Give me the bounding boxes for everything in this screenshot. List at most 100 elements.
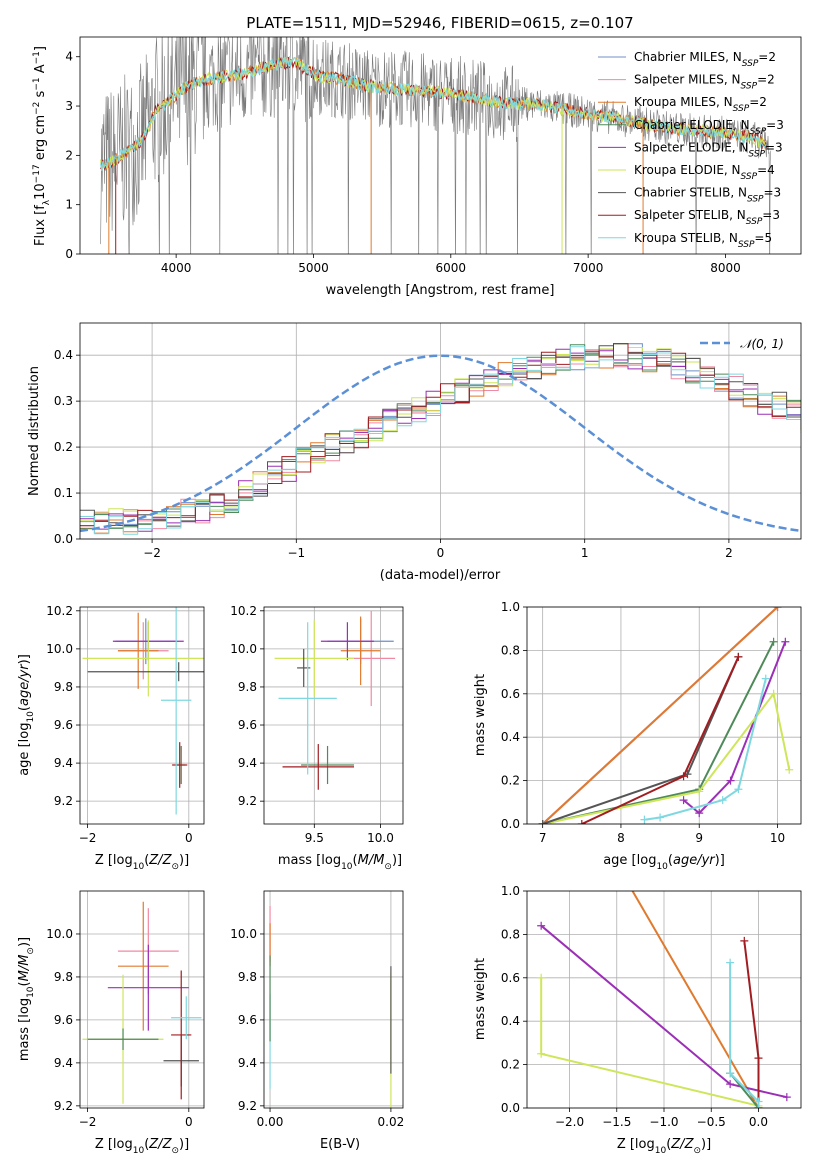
- legend-label-3: Chabrier ELODIE, NSSP=3: [634, 118, 784, 137]
- mass-vs-Z-xlabel: Z [log10(Z/Z⊙)]: [95, 1137, 189, 1156]
- weight_vs_Z-marker-1-2: [782, 1093, 791, 1102]
- mass_vs_Z-frame: [79, 890, 205, 1109]
- spectrum-xlabel: wavelength [Angstrom, rest frame]: [326, 283, 555, 298]
- mass_vs_Z-plot-area: [82, 901, 202, 1104]
- histogram-8: [80, 346, 801, 535]
- weight-vs-Z-ylabel: mass weight: [473, 958, 488, 1040]
- histogram-7: [80, 343, 801, 527]
- spectrum-axes: 4000 5000 6000 7000 8000 0 1 2 3 4 wavelength [Ang…: [32, 36, 802, 298]
- weight_vs_age-ytick-label-4: 0.8: [501, 643, 520, 657]
- spectrum-ytick-label-4: 4: [65, 50, 73, 64]
- spectrum-ytick-label-0: 0: [65, 247, 73, 261]
- histogram-4: [80, 348, 801, 532]
- mass_vs_ebv-axes: 0.00 0.02 9.2 9.4 9.6 9.8 10.0 E(B-V): [230, 890, 405, 1152]
- residuals-xlabel: (data-model)/error: [380, 568, 501, 583]
- normal-legend-label: 𝒩(0, 1): [740, 337, 784, 351]
- age_vs_mass-plot-area: [274, 610, 396, 790]
- residuals-axes: −2 −1 0 1 2 0.0 0.1 0.2 0.3 0.4 (data-model)/error…: [27, 322, 802, 583]
- age_vs_mass-ytick-label-5: 10.2: [230, 604, 257, 618]
- spectrum-xtick-label-2: 6000: [436, 261, 467, 275]
- weight_vs_Z-series-5: [729, 962, 760, 1108]
- mass_vs_ebv-xtick-label-1: 0.02: [378, 1115, 405, 1129]
- weight_vs_Z-series-0: [631, 891, 760, 1108]
- weight_vs_Z-marker-0-0: [622, 876, 630, 884]
- spectrum-plot-area: [100, 37, 772, 254]
- legend-label-4: Salpeter ELODIE, NSSP=3: [634, 140, 783, 159]
- weight-vs-Z-xlabel: Z [log10(Z/Z⊙)]: [617, 1137, 711, 1156]
- residuals-xtick-label-4: 2: [725, 546, 733, 560]
- weight_vs_Z-marker-2-0: [537, 973, 546, 982]
- weight_vs_Z-ytick-label-5: 1.0: [501, 884, 520, 898]
- weight_vs_age-xtick-label-1: 8: [617, 831, 625, 845]
- weight_vs_Z-xtick-label-0: −2.0: [555, 1115, 584, 1129]
- weight_vs_age-marker-4-0: [679, 796, 688, 805]
- legend-label-1: Salpeter MILES, NSSP=2: [634, 73, 775, 92]
- spectrum-ytick-label-2: 2: [65, 148, 73, 162]
- weight_vs_Z-xtick-label-4: 0.0: [749, 1115, 768, 1129]
- age_vs_mass-xtick-label-1: 10.0: [367, 831, 394, 845]
- model-line-0: [100, 56, 767, 170]
- weight_vs_age-marker-8-2: [718, 796, 727, 805]
- residuals-xtick-label-2: 0: [437, 546, 445, 560]
- spectrum-ytick-label-3: 3: [65, 99, 73, 113]
- mass_vs_ebv-ytick-label-0: 9.2: [238, 1099, 257, 1113]
- weight_vs_Z-xtick-label-2: −1.0: [649, 1115, 678, 1129]
- mass_vs_Z-xtick-label-1: 0: [185, 1115, 193, 1129]
- weight_vs_age-xtick-label-2: 9: [695, 831, 703, 845]
- mass_vs_ebv-ytick-label-1: 9.4: [238, 1056, 257, 1070]
- weight_vs_age-ytick-label-0: 0.0: [501, 817, 520, 831]
- spectrum-xtick-label-1: 5000: [298, 261, 329, 275]
- legend-label-8: Kroupa STELIB, NSSP=5: [634, 231, 772, 250]
- age_vs_Z-ytick-label-4: 10.0: [46, 642, 73, 656]
- weight_vs_Z-marker-4-1: [754, 1054, 763, 1063]
- spectrum-xtick-label-4: 8000: [710, 261, 741, 275]
- age_vs_mass-xtick-label-0: 9.5: [305, 831, 324, 845]
- weight_vs_Z-frame: [526, 890, 802, 1109]
- weight_vs_age-marker-4-2: [726, 776, 735, 785]
- age_vs_Z-plot-area: [82, 607, 204, 815]
- age_vs_mass-ytick-label-4: 10.0: [230, 642, 257, 656]
- age_vs_Z-ytick-label-0: 9.2: [54, 794, 73, 808]
- weight_vs_Z-marker-1-1: [726, 1080, 735, 1089]
- weight_vs_Z-ytick-label-2: 0.4: [501, 1014, 520, 1028]
- age_vs_Z-ytick-label-1: 9.4: [54, 756, 73, 770]
- residuals-plot-area: [80, 343, 801, 535]
- weight_vs_age-series-2: [542, 607, 779, 824]
- weight_vs_Z-ytick-label-4: 0.8: [501, 927, 520, 941]
- weight_vs_age-marker-4-3: [781, 637, 790, 646]
- weight_vs_age-axes: 7 8 9 10 0.0 0.2 0.4 0.6 0.8 1.0 age [log10(age/yr…: [473, 600, 802, 872]
- weight_vs_age-marker-3-2: [769, 637, 778, 646]
- weight_vs_Z-marker-5-3: [754, 1104, 763, 1108]
- figure-title: PLATE=1511, MJD=52946, FIBERID=0615, z=0…: [246, 14, 633, 32]
- weight_vs_age-series-3: [542, 641, 775, 824]
- weight_vs_age-marker-7-1: [679, 772, 688, 781]
- weight_vs_Z-marker-5-0: [726, 958, 735, 967]
- weight_vs_Z-xtick-label-3: −0.5: [697, 1115, 726, 1129]
- mass_vs_Z-axes: −2 0 9.2 9.4 9.6 9.8 10.0 Z [log10(Z/Z⊙)] mass […: [17, 890, 205, 1156]
- weight-vs-age-ylabel: mass weight: [473, 674, 488, 756]
- age_vs_mass-frame: [263, 606, 404, 825]
- age_vs_Z-ytick-label-3: 9.8: [54, 680, 73, 694]
- legend-label-5: Kroupa ELODIE, NSSP=4: [634, 163, 775, 182]
- weight_vs_age-series-6: [542, 656, 740, 824]
- age-vs-mass-xlabel: mass [log10(M/M⊙)]: [278, 853, 402, 872]
- weight_vs_age-ytick-label-3: 0.6: [501, 687, 520, 701]
- legend-label-7: Salpeter STELIB, NSSP=3: [634, 208, 780, 227]
- weight_vs_Z-ytick-label-0: 0.0: [501, 1101, 520, 1115]
- age_vs_mass-axes: 9.5 10.0 9.2 9.4 9.6 9.8 10.0 10.2 mass [log10(M…: [230, 604, 404, 872]
- weight_vs_age-marker-8-3: [734, 785, 743, 794]
- age_vs_Z-frame: [79, 606, 205, 825]
- age-vs-Z-xlabel: Z [log10(Z/Z⊙)]: [95, 853, 189, 872]
- mass-vs-ebv-xlabel: E(B-V): [320, 1137, 360, 1152]
- residuals-ytick-label-0: 0.0: [54, 532, 73, 546]
- weight_vs_age-marker-6-0: [538, 820, 547, 824]
- mass_vs_ebv-ytick-label-4: 10.0: [230, 927, 257, 941]
- weight_vs_age-frame: [526, 606, 802, 825]
- weight_vs_age-ytick-label-2: 0.4: [501, 730, 520, 744]
- mass_vs_Z-ytick-label-4: 10.0: [46, 927, 73, 941]
- weight_vs_Z-marker-2-1: [537, 1049, 546, 1058]
- residuals-ytick-label-1: 0.1: [54, 486, 73, 500]
- weight_vs_age-ytick-label-5: 1.0: [501, 600, 520, 614]
